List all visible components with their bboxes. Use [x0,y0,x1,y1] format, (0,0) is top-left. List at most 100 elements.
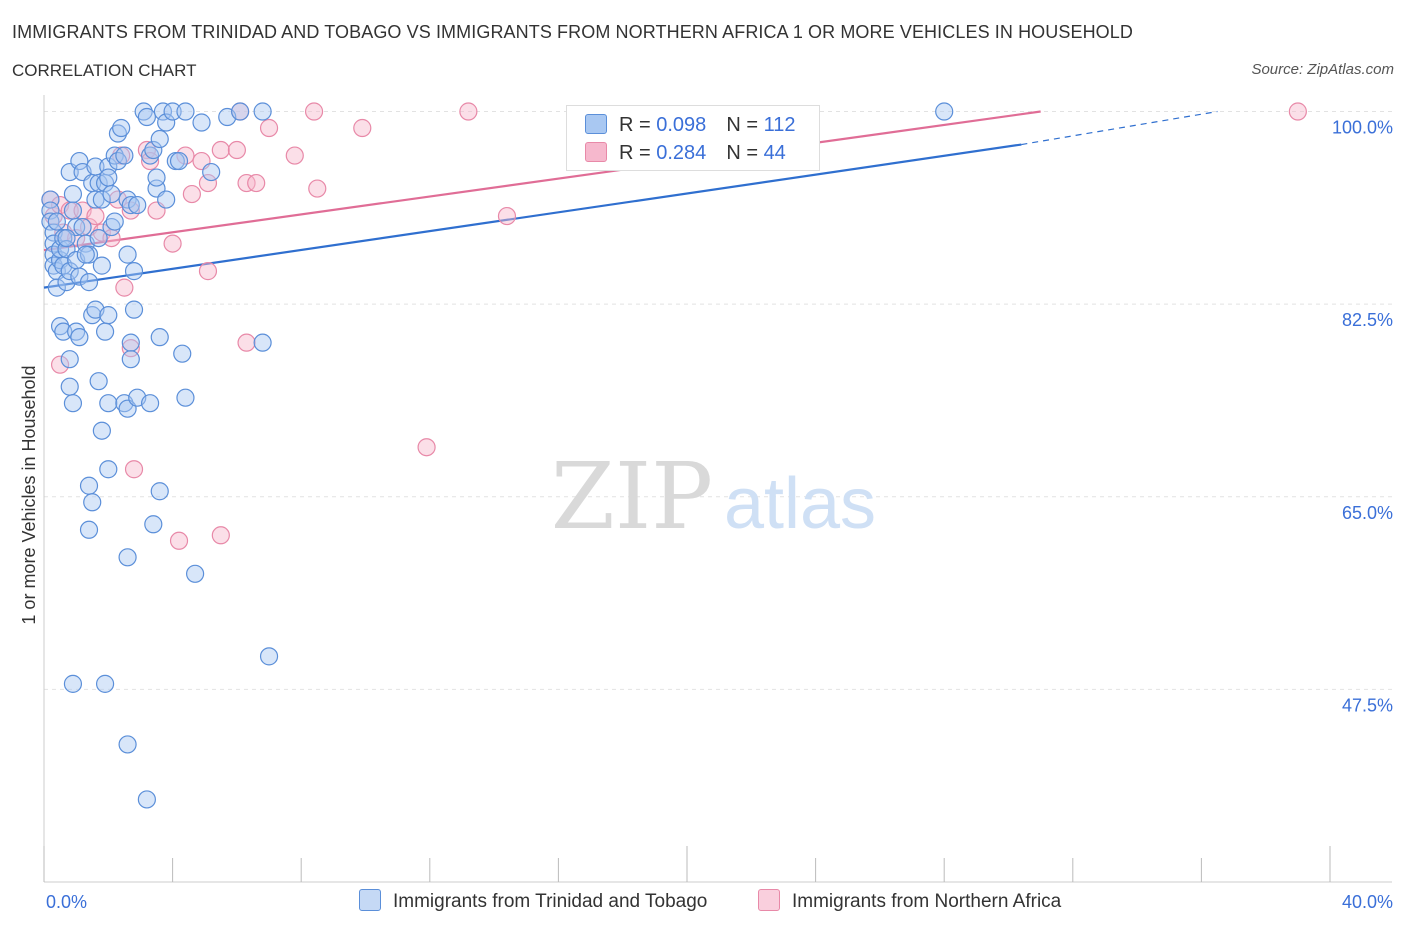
point-northern-africa [1288,102,1307,121]
legend-swatch-northern-africa [758,889,780,911]
point-trinidad-tobago [102,184,121,204]
point-trinidad-tobago [118,735,137,754]
y-tick-label: 100.0% [1332,118,1393,138]
point-trinidad-tobago [50,317,70,336]
point-trinidad-tobago [79,476,99,495]
point-trinidad-tobago [57,228,76,248]
x-tick-label: 0.0% [46,892,87,912]
point-trinidad-tobago [99,394,118,413]
point-trinidad-tobago [99,306,118,325]
point-trinidad-tobago [150,129,169,149]
point-northern-africa [211,526,230,545]
y-tick-label: 82.5% [1342,310,1393,330]
axes [43,95,1392,883]
point-trinidad-tobago [112,118,131,138]
point-trinidad-tobago [121,350,140,369]
point-trinidad-tobago [76,245,95,264]
point-northern-africa [124,460,144,479]
point-trinidad-tobago [150,328,169,347]
legend-r-label: R = [619,142,657,164]
point-trinidad-tobago [192,113,211,132]
point-trinidad-tobago [186,564,205,583]
point-trinidad-tobago [118,245,137,264]
point-northern-africa [211,140,230,160]
trend-extension-trinidad-tobago [1021,110,1218,146]
point-northern-africa [169,531,189,550]
watermark-atlas: atlas [724,464,876,544]
point-northern-africa [353,118,372,138]
point-trinidad-tobago [176,102,195,121]
point-trinidad-tobago [60,262,79,281]
point-northern-africa [304,102,324,121]
tick-labels: 100.0% 82.5% 65.0% 47.5% 0.0% 40.0% [46,118,1393,912]
point-trinidad-tobago [140,146,160,165]
point-northern-africa [237,333,256,352]
point-trinidad-tobago [63,674,83,693]
point-trinidad-tobago [150,482,169,501]
point-northern-africa [285,146,304,165]
point-trinidad-tobago [121,333,140,352]
point-northern-africa [92,223,111,242]
point-trinidad-tobago [102,217,121,237]
point-northern-africa [308,179,327,198]
point-trinidad-tobago [202,162,221,182]
point-trinidad-tobago [169,151,189,171]
y-tick-label: 47.5% [1342,695,1393,715]
point-trinidad-tobago [83,493,102,512]
legend-r-value: 0.098 [656,114,707,136]
legend-swatch-series2 [585,142,607,162]
point-northern-africa [247,173,266,193]
legend-label-northern-africa: Immigrants from Northern Africa [792,891,1062,912]
legend-n-value: 112 [763,114,796,136]
y-tick-label: 65.0% [1342,503,1393,523]
point-trinidad-tobago [935,102,954,121]
point-trinidad-tobago [105,212,124,231]
legend-n-value: 44 [763,142,786,164]
point-trinidad-tobago [259,647,279,666]
chart-title: IMMIGRANTS FROM TRINIDAD AND TOBAGO VS I… [12,22,1133,42]
point-trinidad-tobago [140,394,160,413]
point-trinidad-tobago [89,228,108,248]
point-trinidad-tobago [157,190,176,209]
point-trinidad-tobago [41,212,60,231]
trend-line-trinidad-tobago [43,143,1022,289]
source-label: Source: ZipAtlas.com [1251,61,1394,78]
point-trinidad-tobago [67,322,86,341]
point-trinidad-tobago [137,107,156,127]
point-northern-africa [237,173,256,193]
point-trinidad-tobago [118,548,137,567]
point-northern-africa [140,151,160,171]
point-trinidad-tobago [124,300,144,319]
gridlines [44,111,1392,690]
point-trinidad-tobago [92,421,111,440]
legend-r-value: 0.284 [656,142,707,164]
point-trinidad-tobago [157,113,176,132]
point-trinidad-tobago [70,328,89,347]
trend-lines [43,110,1218,289]
point-trinidad-tobago [134,102,153,121]
point-northern-africa [163,234,182,253]
watermark: ZIP atlas [551,443,876,550]
point-trinidad-tobago [118,190,137,209]
legend-n-label: N = [726,142,764,164]
point-trinidad-tobago [99,460,118,479]
legend-row-series2: R = 0.284 N = 44 [585,142,786,164]
point-trinidad-tobago [105,146,124,165]
point-trinidad-tobago [60,350,79,369]
point-trinidad-tobago [79,520,99,539]
point-trinidad-tobago [54,322,73,341]
point-trinidad-tobago [147,168,166,187]
trend-line-northern-africa [43,110,1041,252]
point-trinidad-tobago [115,146,134,165]
point-trinidad-tobago [137,790,156,809]
point-trinidad-tobago [99,168,118,187]
point-northern-africa [417,438,436,457]
point-trinidad-tobago [128,195,147,215]
legend-swatch-trinidad-tobago [359,889,381,911]
point-northern-africa [459,102,478,121]
point-trinidad-tobago [73,217,92,237]
point-trinidad-tobago [95,674,115,693]
legend-item-trinidad-tobago: Immigrants from Trinidad and Tobago [359,889,707,913]
point-trinidad-tobago [176,388,195,407]
